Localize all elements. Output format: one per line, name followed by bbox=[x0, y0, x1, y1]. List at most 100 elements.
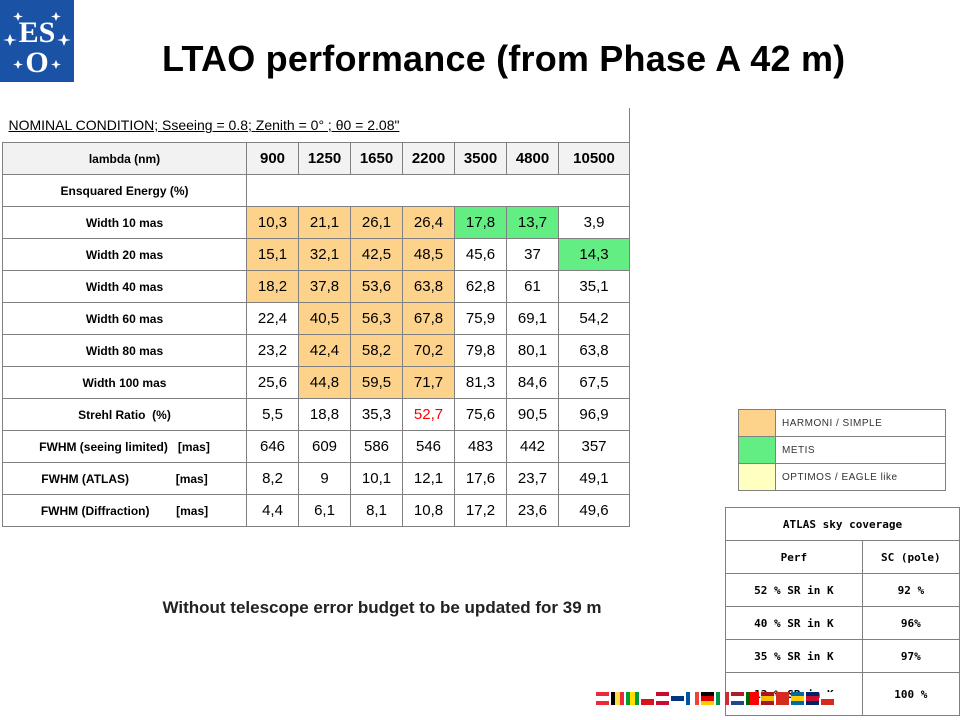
table-cell: 646 bbox=[246, 430, 299, 463]
table-cell: 59,5 bbox=[350, 366, 403, 399]
portugal-flag-icon bbox=[746, 692, 759, 705]
table-cell: 17,2 bbox=[454, 494, 507, 527]
uk-flag-icon bbox=[806, 692, 819, 705]
finland-flag-icon bbox=[671, 692, 684, 705]
austria-flag-icon bbox=[596, 692, 609, 705]
row-label: FWHM (ATLAS) [mas] bbox=[2, 462, 247, 495]
table-cell: 75,9 bbox=[454, 302, 507, 335]
lambda-value: 1650 bbox=[350, 142, 403, 175]
table-cell: 35,1 bbox=[558, 270, 630, 303]
legend-label: HARMONI / SIMPLE bbox=[775, 409, 946, 437]
sweden-flag-icon bbox=[791, 692, 804, 705]
atlas-row: 40 % SR in K 96% bbox=[725, 606, 960, 640]
row-label: FWHM (Diffraction) [mas] bbox=[2, 494, 247, 527]
table-cell: 49,1 bbox=[558, 462, 630, 495]
atlas-header-sc: SC (pole) bbox=[861, 540, 960, 574]
atlas-perf: 40 % SR in K bbox=[725, 606, 863, 640]
table-cell: 12,1 bbox=[402, 462, 455, 495]
table-cell: 13,7 bbox=[506, 206, 559, 239]
row-label: Strehl Ratio (%) bbox=[2, 398, 247, 431]
france-flag-icon bbox=[686, 692, 699, 705]
table-cell: 75,6 bbox=[454, 398, 507, 431]
condition-part2: Zenith = 0 bbox=[255, 117, 319, 133]
table-cell: 49,6 bbox=[558, 494, 630, 527]
table-row: Width 20 mas 15,1 32,1 42,5 48,5 45,6 37 14,3 bbox=[2, 238, 630, 271]
lambda-value: 2200 bbox=[402, 142, 455, 175]
legend-swatch bbox=[738, 436, 776, 464]
footnote: Without telescope error budget to be upd… bbox=[162, 598, 602, 617]
table-cell: 442 bbox=[506, 430, 559, 463]
lambda-row: lambda (nm) 900 1250 1650 2200 3500 4800… bbox=[2, 142, 630, 175]
atlas-row: 52 % SR in K 92 % bbox=[725, 573, 960, 607]
atlas-sky-coverage-table: ATLAS sky coverage Perf SC (pole) 52 % S… bbox=[725, 507, 960, 716]
table-cell: 357 bbox=[558, 430, 630, 463]
atlas-perf: 52 % SR in K bbox=[725, 573, 863, 607]
table-cell: 37 bbox=[506, 238, 559, 271]
lambda-value: 10500 bbox=[558, 142, 630, 175]
ensquared-energy-label: Ensquared Energy (%) bbox=[2, 174, 247, 207]
table-row: Width 40 mas 18,2 37,8 53,6 63,8 62,8 61 35,1 bbox=[2, 270, 630, 303]
table-cell: 84,6 bbox=[506, 366, 559, 399]
table-row: Width 80 mas 23,2 42,4 58,2 70,2 79,8 80,1 63,8 bbox=[2, 334, 630, 367]
table-cell: 8,1 bbox=[350, 494, 403, 527]
section-row: Ensquared Energy (%) bbox=[2, 174, 630, 207]
table-cell: 42,5 bbox=[350, 238, 403, 271]
spain-flag-icon bbox=[761, 692, 774, 705]
table-cell: 81,3 bbox=[454, 366, 507, 399]
table-cell: 586 bbox=[350, 430, 403, 463]
table-cell: 483 bbox=[454, 430, 507, 463]
atlas-perf: 35 % SR in K bbox=[725, 639, 863, 673]
table-cell: 14,3 bbox=[558, 238, 630, 271]
italy-flag-icon bbox=[716, 692, 729, 705]
table-cell: 63,8 bbox=[402, 270, 455, 303]
atlas-title: ATLAS sky coverage bbox=[725, 507, 960, 541]
table-cell: 9 bbox=[298, 462, 351, 495]
row-label: Width 40 mas bbox=[2, 270, 247, 303]
member-state-flags bbox=[596, 692, 834, 705]
table-row: FWHM (Diffraction) [mas] 4,4 6,1 8,1 10,8 17,… bbox=[2, 494, 630, 527]
lambda-value: 4800 bbox=[506, 142, 559, 175]
table-cell: 35,3 bbox=[350, 398, 403, 431]
table-cell: 63,8 bbox=[558, 334, 630, 367]
atlas-sc: 97% bbox=[861, 639, 960, 673]
legend-item: HARMONI / SIMPLE bbox=[738, 409, 946, 437]
lambda-value: 900 bbox=[246, 142, 299, 175]
row-label: FWHM (seeing limited) [mas] bbox=[2, 430, 247, 463]
legend-swatch bbox=[738, 463, 776, 491]
table-cell: 56,3 bbox=[350, 302, 403, 335]
row-label: Width 20 mas bbox=[2, 238, 247, 271]
table-cell: 54,2 bbox=[558, 302, 630, 335]
table-cell: 32,1 bbox=[298, 238, 351, 271]
row-label: Width 60 mas bbox=[2, 302, 247, 335]
table-cell: 23,6 bbox=[506, 494, 559, 527]
table-cell: 21,1 bbox=[298, 206, 351, 239]
germany-flag-icon bbox=[701, 692, 714, 705]
table-cell: 10,1 bbox=[350, 462, 403, 495]
table-cell: 40,5 bbox=[298, 302, 351, 335]
table-cell: 23,2 bbox=[246, 334, 299, 367]
table-cell: 45,6 bbox=[454, 238, 507, 271]
table-cell: 5,5 bbox=[246, 398, 299, 431]
switzerland-flag-icon bbox=[776, 692, 789, 705]
table-cell: 6,1 bbox=[298, 494, 351, 527]
table-cell: 67,8 bbox=[402, 302, 455, 335]
atlas-row: 35 % SR in K 97% bbox=[725, 639, 960, 673]
table-row: Width 100 mas 25,6 44,8 59,5 71,7 81,3 84,6 67,… bbox=[2, 366, 630, 399]
table-cell: 546 bbox=[402, 430, 455, 463]
table-row: Width 60 mas 22,4 40,5 56,3 67,8 75,9 69,1 54,2 bbox=[2, 302, 630, 335]
brazil-flag-icon bbox=[626, 692, 639, 705]
table-cell: 18,2 bbox=[246, 270, 299, 303]
denmark-flag-icon bbox=[656, 692, 669, 705]
condition-part3: ° ; θ0 = 2.08" bbox=[318, 117, 400, 133]
table-cell: 4,4 bbox=[246, 494, 299, 527]
table-cell: 15,1 bbox=[246, 238, 299, 271]
legend-item: METIS bbox=[738, 436, 946, 464]
table-cell: 10,3 bbox=[246, 206, 299, 239]
table-cell: 44,8 bbox=[298, 366, 351, 399]
chile-flag-icon bbox=[821, 692, 834, 705]
row-label: Width 10 mas bbox=[2, 206, 247, 239]
table-cell: 8,2 bbox=[246, 462, 299, 495]
atlas-sc: 96% bbox=[861, 606, 960, 640]
netherlands-flag-icon bbox=[731, 692, 744, 705]
table-cell: 37,8 bbox=[298, 270, 351, 303]
